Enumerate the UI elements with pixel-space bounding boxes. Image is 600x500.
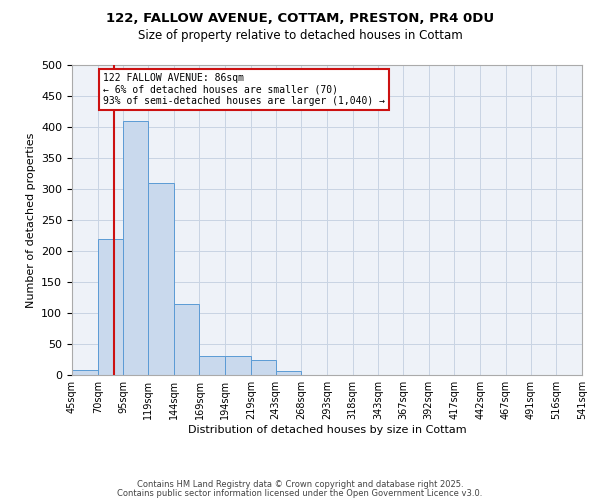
Bar: [124, 121, 148, 375]
Bar: [72, 370, 98, 375]
Bar: [174, 304, 199, 375]
X-axis label: Distribution of detached houses by size in Cottam: Distribution of detached houses by size …: [188, 424, 466, 434]
Text: 122, FALLOW AVENUE, COTTAM, PRESTON, PR4 0DU: 122, FALLOW AVENUE, COTTAM, PRESTON, PR4…: [106, 12, 494, 26]
Text: Contains HM Land Registry data © Crown copyright and database right 2025.: Contains HM Land Registry data © Crown c…: [137, 480, 463, 489]
Bar: [148, 183, 174, 375]
Bar: [251, 360, 275, 375]
Bar: [275, 372, 301, 375]
Bar: [98, 238, 124, 375]
Y-axis label: Number of detached properties: Number of detached properties: [26, 132, 35, 308]
Bar: [225, 356, 251, 375]
Bar: [199, 356, 225, 375]
Text: Contains public sector information licensed under the Open Government Licence v3: Contains public sector information licen…: [118, 488, 482, 498]
Text: Size of property relative to detached houses in Cottam: Size of property relative to detached ho…: [137, 29, 463, 42]
Text: 122 FALLOW AVENUE: 86sqm
← 6% of detached houses are smaller (70)
93% of semi-de: 122 FALLOW AVENUE: 86sqm ← 6% of detache…: [103, 73, 385, 106]
